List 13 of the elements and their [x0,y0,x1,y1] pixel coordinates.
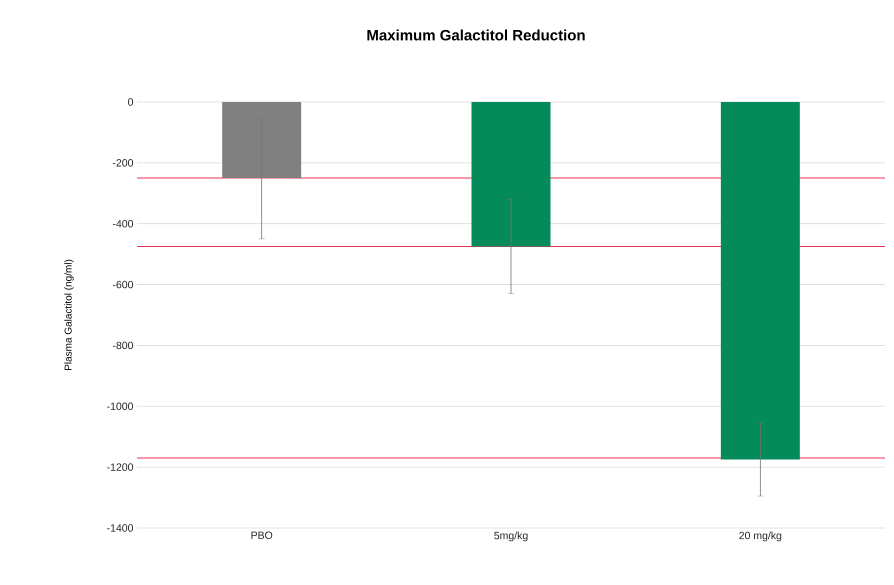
y-tick-label: -1000 [107,402,134,410]
y-axis-title: Plasma Galactitol (ng/ml) [64,260,74,370]
y-tick-label: 0 [128,98,134,106]
x-tick-label: 20 mg/kg [739,532,782,542]
chart-title: Maximum Galactitol Reduction [367,29,585,40]
x-tick-label: 5mg/kg [494,532,528,542]
y-tick-label: -600 [112,280,134,288]
y-tick-label: -200 [112,159,134,167]
y-tick-label: -1400 [107,524,134,532]
x-tick-label: PBO [251,532,272,539]
y-tick-label: -800 [112,342,134,350]
y-tick-label: -400 [112,220,134,228]
y-tick-label: -1200 [107,463,134,471]
